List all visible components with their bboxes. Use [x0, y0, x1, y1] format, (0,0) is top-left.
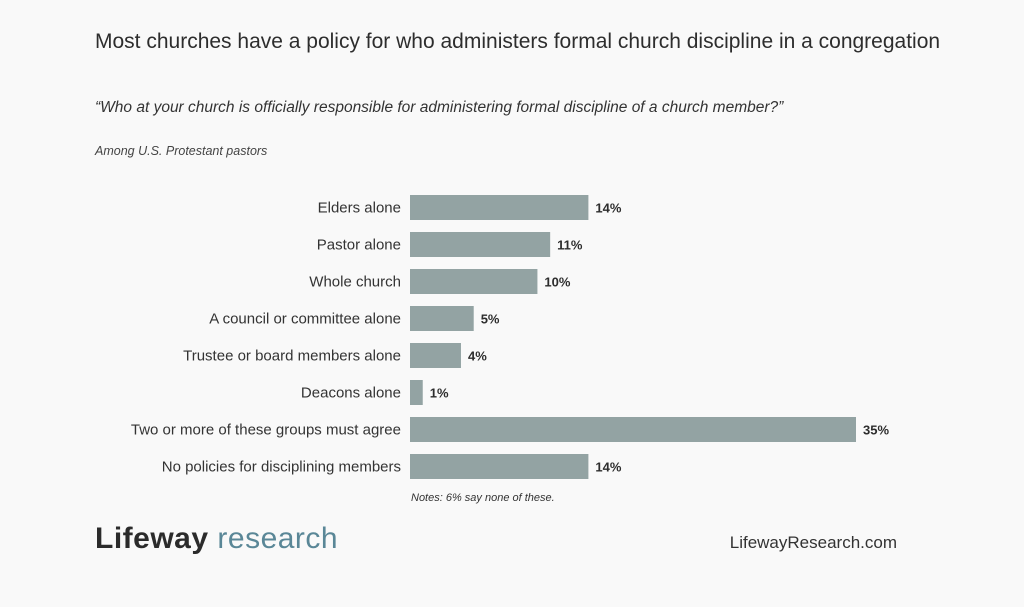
- value-label: 35%: [863, 423, 889, 438]
- category-label: Pastor alone: [317, 237, 401, 254]
- bar: [410, 306, 474, 331]
- lifeway-research-logo: Lifeway research: [95, 522, 338, 556]
- value-label: 4%: [468, 349, 487, 364]
- audience-label: Among U.S. Protestant pastors: [95, 144, 268, 158]
- category-label: Elders alone: [318, 200, 401, 217]
- value-label: 1%: [430, 386, 449, 401]
- category-label: Deacons alone: [301, 385, 401, 402]
- bar: [410, 195, 589, 220]
- bar: [410, 380, 423, 405]
- category-label: No policies for disciplining members: [162, 459, 401, 476]
- value-label: 14%: [595, 201, 621, 216]
- logo-word-research: research: [217, 522, 339, 555]
- bar: [410, 454, 589, 479]
- value-label: 5%: [481, 312, 500, 327]
- bar: [410, 232, 551, 257]
- category-label: Two or more of these groups must agree: [131, 422, 401, 439]
- value-label: 14%: [595, 460, 621, 475]
- website-link[interactable]: LifewayResearch.com: [729, 533, 897, 552]
- chart-note: Notes: 6% say none of these.: [411, 492, 555, 504]
- category-label: Whole church: [309, 274, 401, 291]
- logo-word-lifeway: Lifeway: [95, 522, 209, 555]
- survey-question: “Who at your church is officially respon…: [95, 99, 784, 116]
- bar: [410, 269, 538, 294]
- value-label: 10%: [544, 275, 570, 290]
- bar: [410, 417, 856, 442]
- chart-title: Most churches have a policy for who admi…: [95, 30, 941, 53]
- bar: [410, 343, 461, 368]
- category-label: Trustee or board members alone: [183, 348, 401, 365]
- category-label: A council or committee alone: [209, 311, 401, 328]
- value-label: 11%: [557, 238, 583, 253]
